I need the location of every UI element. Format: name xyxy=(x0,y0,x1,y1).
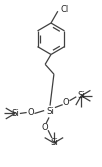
Text: O: O xyxy=(42,123,48,132)
Text: O: O xyxy=(27,108,34,117)
Text: Si: Si xyxy=(46,107,54,116)
Text: Si: Si xyxy=(77,91,85,100)
Text: O: O xyxy=(62,98,69,107)
Text: Si: Si xyxy=(11,109,19,118)
Text: Si: Si xyxy=(50,138,58,147)
Text: Cl: Cl xyxy=(61,5,69,14)
